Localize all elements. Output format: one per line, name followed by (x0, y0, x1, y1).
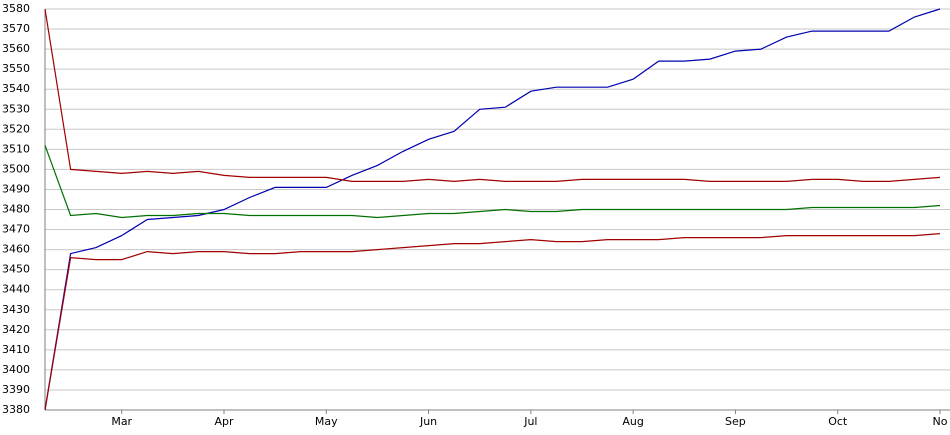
y-tick-label: 3420 (2, 323, 30, 336)
series-line (44, 145, 941, 219)
x-tick-label: May (315, 415, 338, 428)
x-tick-label: Jul (523, 415, 537, 428)
y-tick-label: 3400 (2, 363, 30, 376)
x-tick-label: Jun (419, 415, 437, 428)
y-tick-label: 3450 (2, 263, 30, 276)
y-tick-label: 3570 (2, 22, 30, 35)
y-tick-label: 3430 (2, 303, 30, 316)
series-line (44, 233, 941, 411)
y-tick-label: 3580 (2, 2, 30, 15)
y-tick-label: 3500 (2, 162, 30, 175)
y-tick-label: 3560 (2, 42, 30, 55)
y-tick-label: 3520 (2, 122, 30, 135)
x-tick-label: Aug (622, 415, 643, 428)
y-tick-label: 3550 (2, 62, 30, 75)
series-line (44, 8, 941, 411)
y-tick-label: 3460 (2, 243, 30, 256)
x-tick-label: Oct (828, 415, 848, 428)
y-tick-label: 3480 (2, 203, 30, 216)
y-tick-label: 3540 (2, 82, 30, 95)
x-tick-label: Sep (725, 415, 746, 428)
y-tick-label: 3490 (2, 182, 30, 195)
x-tick-label: No (933, 415, 948, 428)
x-tick-label: Mar (111, 415, 132, 428)
y-tick-label: 3440 (2, 283, 30, 296)
series-line (44, 8, 941, 183)
y-tick-label: 3530 (2, 102, 30, 115)
y-tick-label: 3390 (2, 383, 30, 396)
y-tick-label: 3380 (2, 403, 30, 416)
y-tick-label: 3410 (2, 343, 30, 356)
x-tick-label: Apr (214, 415, 234, 428)
y-tick-label: 3510 (2, 142, 30, 155)
y-tick-label: 3470 (2, 223, 30, 236)
